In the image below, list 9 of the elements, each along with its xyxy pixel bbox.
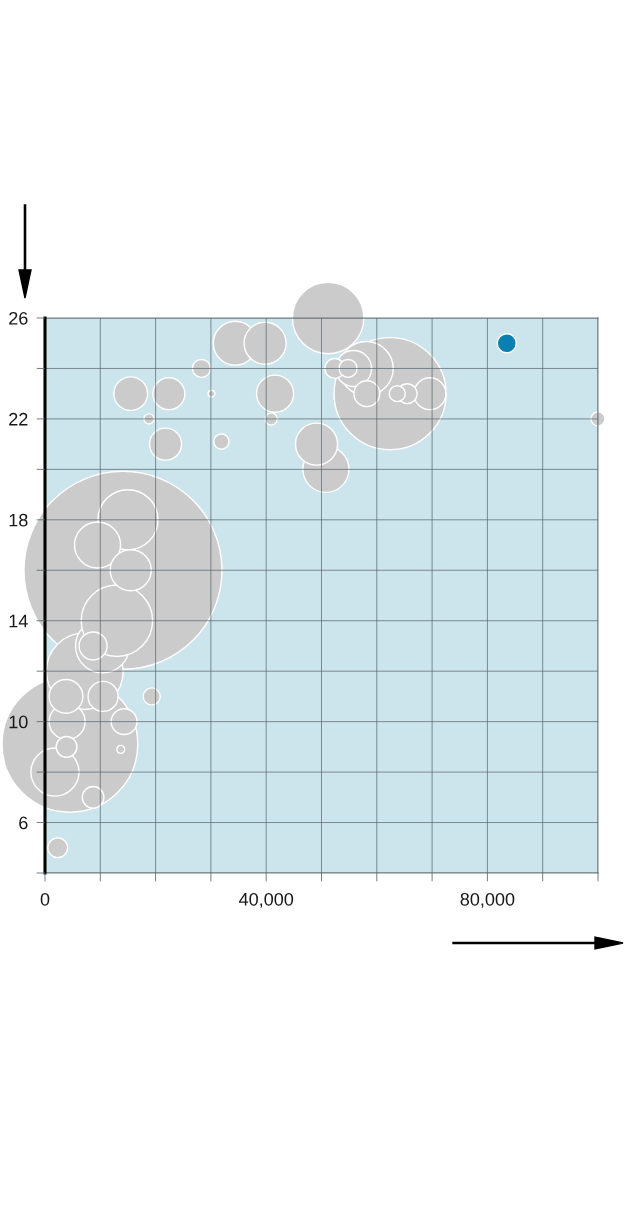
y-tick-label: 22 bbox=[9, 412, 28, 426]
y-tick-label: 18 bbox=[9, 513, 28, 527]
y-tick-label: 10 bbox=[9, 715, 28, 729]
x-tick-label: 80,000 bbox=[460, 892, 515, 908]
x-tick-label: 0 bbox=[40, 892, 50, 906]
x-tick-label: 40,000 bbox=[239, 892, 294, 908]
y-tick-label: 6 bbox=[19, 816, 28, 830]
y-tick-label: 14 bbox=[9, 614, 28, 628]
y-tick-label: 26 bbox=[9, 311, 28, 325]
